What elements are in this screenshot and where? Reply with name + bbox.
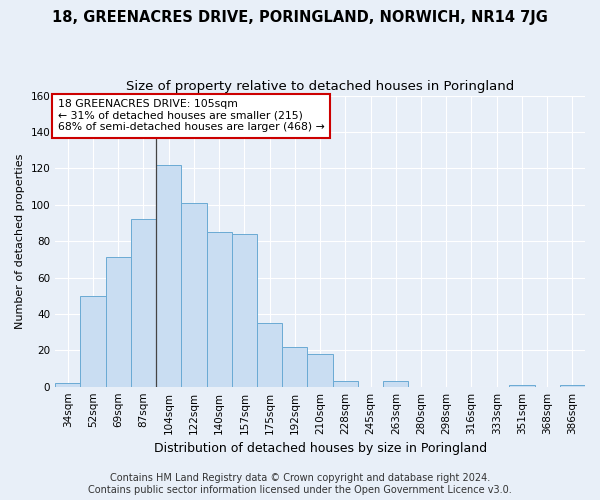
Title: Size of property relative to detached houses in Poringland: Size of property relative to detached ho… [126,80,514,93]
Bar [332,381,358,386]
Text: 18 GREENACRES DRIVE: 105sqm
← 31% of detached houses are smaller (215)
68% of se: 18 GREENACRES DRIVE: 105sqm ← 31% of det… [58,99,325,132]
Bar [156,164,181,386]
Bar [106,258,131,386]
Bar [80,296,106,386]
Bar [509,385,535,386]
Bar [560,385,585,386]
Text: Contains HM Land Registry data © Crown copyright and database right 2024.
Contai: Contains HM Land Registry data © Crown c… [88,474,512,495]
Bar [282,346,307,387]
Bar [232,234,257,386]
X-axis label: Distribution of detached houses by size in Poringland: Distribution of detached houses by size … [154,442,487,455]
Bar [131,220,156,386]
Text: 18, GREENACRES DRIVE, PORINGLAND, NORWICH, NR14 7JG: 18, GREENACRES DRIVE, PORINGLAND, NORWIC… [52,10,548,25]
Y-axis label: Number of detached properties: Number of detached properties [15,154,25,329]
Bar [383,381,409,386]
Bar [181,203,206,386]
Bar [257,323,282,386]
Bar [55,383,80,386]
Bar [206,232,232,386]
Bar [307,354,332,386]
